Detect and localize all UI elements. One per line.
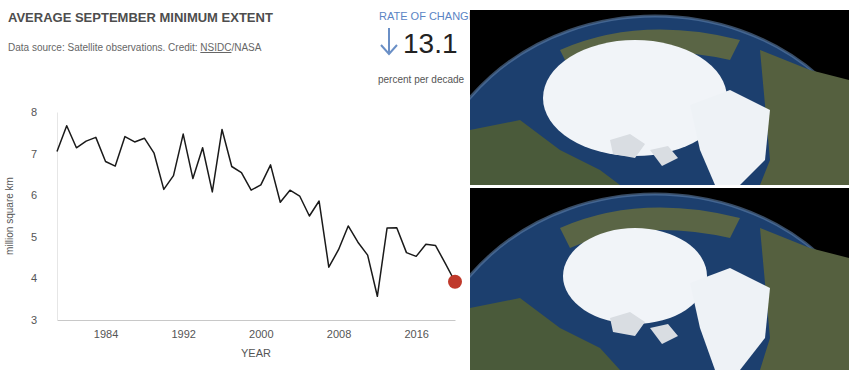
greenland-ice <box>690 268 770 370</box>
y-tick-label: 4 <box>31 272 37 284</box>
y-axis-title: million square km <box>4 177 15 255</box>
chart-container: AVERAGE SEPTEMBER MINIMUM EXTENT Data sou… <box>0 0 849 370</box>
earth-glow <box>470 194 849 370</box>
y-tick-label: 5 <box>31 231 37 243</box>
latest-point <box>448 275 462 289</box>
earth-ocean <box>470 194 849 370</box>
greenland-ice <box>690 90 770 185</box>
y-tick: 5 <box>31 231 57 243</box>
x-axis-line <box>58 320 456 321</box>
rate-value: 13.1 <box>403 28 458 59</box>
x-axis: 1984 1992 2000 2008 2016 <box>58 320 456 340</box>
rate-label: RATE OF CHANGE <box>379 10 476 22</box>
islands <box>610 134 678 166</box>
x-tick: 1992 <box>171 320 195 340</box>
earth-ocean <box>470 16 849 185</box>
y-axis-line <box>57 113 58 321</box>
source-link[interactable]: NSIDC <box>200 42 231 53</box>
land-right <box>760 228 849 370</box>
x-tick: 1984 <box>94 320 118 340</box>
x-axis-title: YEAR <box>241 347 271 359</box>
source-text: Data source: Satellite observations. Cre… <box>8 42 200 53</box>
source-after: /NASA <box>231 42 261 53</box>
rate-unit: percent per decade <box>378 74 465 85</box>
globe-image <box>470 10 849 185</box>
sea-ice <box>563 228 707 324</box>
rate-arrow <box>381 28 397 54</box>
earth-glow <box>470 16 849 185</box>
plot-area <box>57 126 462 297</box>
x-tick-label: 2016 <box>404 328 428 340</box>
y-tick: 3 <box>31 314 57 326</box>
islands <box>610 312 678 344</box>
x-tick-label: 1992 <box>171 328 195 340</box>
y-tick: 8 <box>31 106 57 118</box>
x-tick: 2000 <box>249 320 273 340</box>
x-tick-label: 1984 <box>94 328 118 340</box>
chart-svg: AVERAGE SEPTEMBER MINIMUM EXTENT Data sou… <box>0 0 849 370</box>
x-tick-label: 2000 <box>249 328 273 340</box>
source-note: Data source: Satellite observations. Cre… <box>8 42 262 53</box>
y-tick: 4 <box>31 272 57 284</box>
globe-image <box>470 188 849 370</box>
y-tick: 6 <box>31 189 57 201</box>
x-tick: 2016 <box>404 320 428 340</box>
land-right <box>760 50 849 185</box>
x-tick: 2008 <box>327 320 351 340</box>
chart-title: AVERAGE SEPTEMBER MINIMUM EXTENT <box>8 10 273 25</box>
data-line <box>57 126 455 297</box>
y-tick: 7 <box>31 148 57 160</box>
y-tick-label: 3 <box>31 314 37 326</box>
y-tick-label: 8 <box>31 106 37 118</box>
y-tick-label: 6 <box>31 189 37 201</box>
y-axis: 3 4 5 6 7 8 <box>31 106 58 326</box>
x-tick-label: 2008 <box>327 328 351 340</box>
y-tick-label: 7 <box>31 148 37 160</box>
